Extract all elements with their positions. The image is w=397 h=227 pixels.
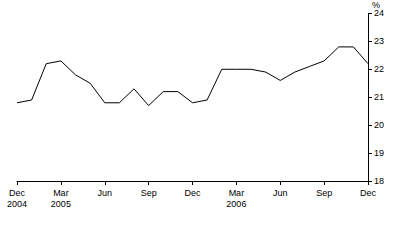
- svg-text:2005: 2005: [51, 199, 71, 209]
- svg-text:Dec: Dec: [184, 188, 201, 198]
- svg-text:Mar: Mar: [53, 188, 69, 198]
- svg-text:Sep: Sep: [141, 188, 157, 198]
- svg-text:2004: 2004: [7, 199, 27, 209]
- svg-text:22: 22: [374, 64, 384, 74]
- svg-text:Dec: Dec: [360, 188, 377, 198]
- svg-text:19: 19: [374, 148, 384, 158]
- svg-text:Sep: Sep: [316, 188, 332, 198]
- svg-text:23: 23: [374, 36, 384, 46]
- svg-text:2006: 2006: [226, 199, 246, 209]
- svg-text:18: 18: [374, 176, 384, 186]
- svg-text:20: 20: [374, 120, 384, 130]
- svg-text:Mar: Mar: [229, 188, 245, 198]
- svg-text:24: 24: [374, 8, 384, 18]
- svg-text:Jun: Jun: [273, 188, 288, 198]
- svg-text:21: 21: [374, 92, 384, 102]
- svg-text:Dec: Dec: [9, 188, 26, 198]
- svg-text:Jun: Jun: [97, 188, 112, 198]
